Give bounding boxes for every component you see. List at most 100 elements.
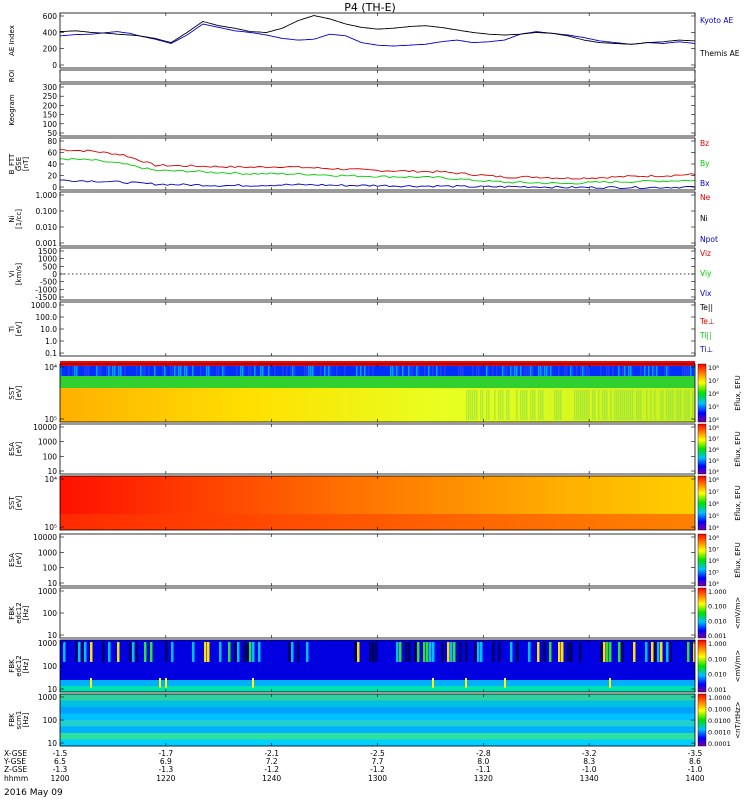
sst-stripe — [410, 366, 412, 376]
sst-stripe — [476, 390, 478, 420]
sst-stripe — [574, 390, 576, 420]
fbk-stripe — [651, 642, 654, 662]
colorbar-tick: 10⁸ — [708, 476, 719, 484]
y-tick-label: -1000 — [35, 285, 57, 294]
y-tick-label: 0.1 — [45, 349, 57, 358]
y-axis-label: AE Index — [8, 25, 16, 56]
sst-stripe — [546, 366, 548, 376]
y-tick-label: 0 — [52, 270, 57, 279]
y-axis-label: [eV] — [15, 321, 23, 336]
sst-stripe — [390, 366, 392, 376]
time-tick-label: 1200 — [50, 774, 69, 783]
colorbar-tick: 10⁶ — [708, 390, 719, 398]
fbk-stripe — [144, 642, 147, 662]
fbk-stripe — [288, 642, 291, 662]
sst-stripe — [576, 366, 578, 376]
fbk-stripe — [609, 642, 612, 662]
colorbar-label-group: Eflux, EFU — [734, 542, 742, 577]
y-tick-label: 10.0 — [40, 325, 57, 334]
fbk-stripe — [75, 642, 78, 662]
sst-stripe — [532, 390, 534, 420]
sst-stripe — [444, 366, 446, 376]
ephemeris-value: 8.0 — [477, 757, 489, 766]
sst-stripe — [640, 390, 642, 420]
y-tick-label: 100 — [43, 120, 58, 129]
sst-stripe — [650, 390, 652, 420]
colorbar-tick: 10⁴ — [708, 524, 719, 532]
colorbar-tick: 0.010 — [708, 617, 727, 625]
scm-band — [60, 700, 695, 708]
sst-stripe — [586, 390, 588, 420]
sst-stripe — [308, 366, 310, 376]
sst-stripe — [682, 366, 684, 376]
y-axis-label: [eV] — [15, 385, 23, 400]
y-axis-label: [1/cc] — [15, 209, 23, 229]
sst-stripe — [336, 366, 338, 376]
sst-stripe — [118, 366, 120, 376]
fbk-stripe — [237, 642, 240, 662]
sst-stripe — [248, 366, 250, 376]
sst-stripe — [548, 366, 550, 376]
sst-stripe — [678, 390, 680, 420]
sst-stripe — [588, 366, 590, 376]
ephemeris-value: -1.0 — [688, 765, 703, 774]
ephemeris-value: -1.3 — [159, 765, 174, 774]
legend-entry: Viy — [700, 269, 712, 278]
colorbar-label-group: Eflux, EFU — [734, 375, 742, 410]
sst-stripe — [524, 366, 526, 376]
date-label: 2016 May 09 — [4, 788, 63, 798]
colorbar-tick: 10⁸ — [708, 534, 719, 542]
sst-stripe — [628, 366, 630, 376]
sst-stripe — [76, 366, 78, 376]
fbk-stripe — [510, 642, 513, 662]
sst-stripe — [534, 390, 536, 420]
sst-stripe — [676, 390, 678, 420]
sst-stripe — [320, 366, 322, 376]
sst-stripe — [480, 390, 482, 420]
colorbar-tick: 10⁵ — [708, 403, 719, 411]
colorbar-tick: 10⁸ — [708, 424, 719, 432]
sst-stripe — [686, 366, 688, 376]
colorbar — [697, 533, 707, 587]
ephemeris-value: 7.2 — [266, 757, 278, 766]
sst-stripe — [656, 366, 658, 376]
y-tick-label: 150 — [43, 111, 58, 120]
time-tick-label: 1320 — [474, 774, 493, 783]
y-axis-label: GSE — [15, 157, 23, 171]
sst-stripe — [688, 366, 690, 376]
fbk-stripe — [432, 642, 435, 662]
fbk-stripe — [498, 642, 501, 662]
y-axis-label: [eV] — [15, 441, 23, 456]
fbk-stripe — [297, 642, 300, 662]
fbk-stripe — [165, 678, 167, 688]
fbk-stripe — [369, 642, 372, 662]
colorbar-tick: 0.100 — [708, 655, 727, 663]
y-tick-label: 10 — [47, 685, 57, 694]
sst-stripe — [424, 366, 426, 376]
fbk-stripe — [423, 642, 426, 662]
sst-stripe — [626, 390, 628, 420]
sst-stripe — [520, 366, 522, 376]
fbk-stripe — [204, 642, 207, 662]
ylabel-group: Ti [eV] — [8, 321, 23, 336]
sst-stripe — [112, 366, 114, 376]
sst-stripe — [472, 390, 474, 420]
sst-stripe — [466, 390, 468, 420]
ephemeris-value: -2.8 — [476, 749, 491, 758]
sst-stripe — [684, 390, 686, 420]
sst-stripe — [468, 390, 470, 420]
sst-stripe — [326, 366, 328, 376]
fbk-stripe — [600, 642, 603, 662]
ylabel-group: ESA [eV] — [8, 552, 23, 567]
sst-stripe — [486, 366, 488, 376]
sst-stripe — [186, 366, 188, 376]
sst-stripe — [114, 366, 116, 376]
sst-stripe — [608, 366, 610, 376]
sst-stripe — [476, 366, 478, 376]
fbk-stripe — [693, 642, 696, 662]
colorbar-label-group: <mV/m> — [734, 597, 742, 630]
ephemeris-value: -2.1 — [264, 749, 279, 758]
y-tick-label: 60 — [47, 149, 57, 158]
legend-entry: Ti⊥ — [699, 345, 713, 354]
ylabel-group: Ni [1/cc] — [8, 209, 23, 229]
